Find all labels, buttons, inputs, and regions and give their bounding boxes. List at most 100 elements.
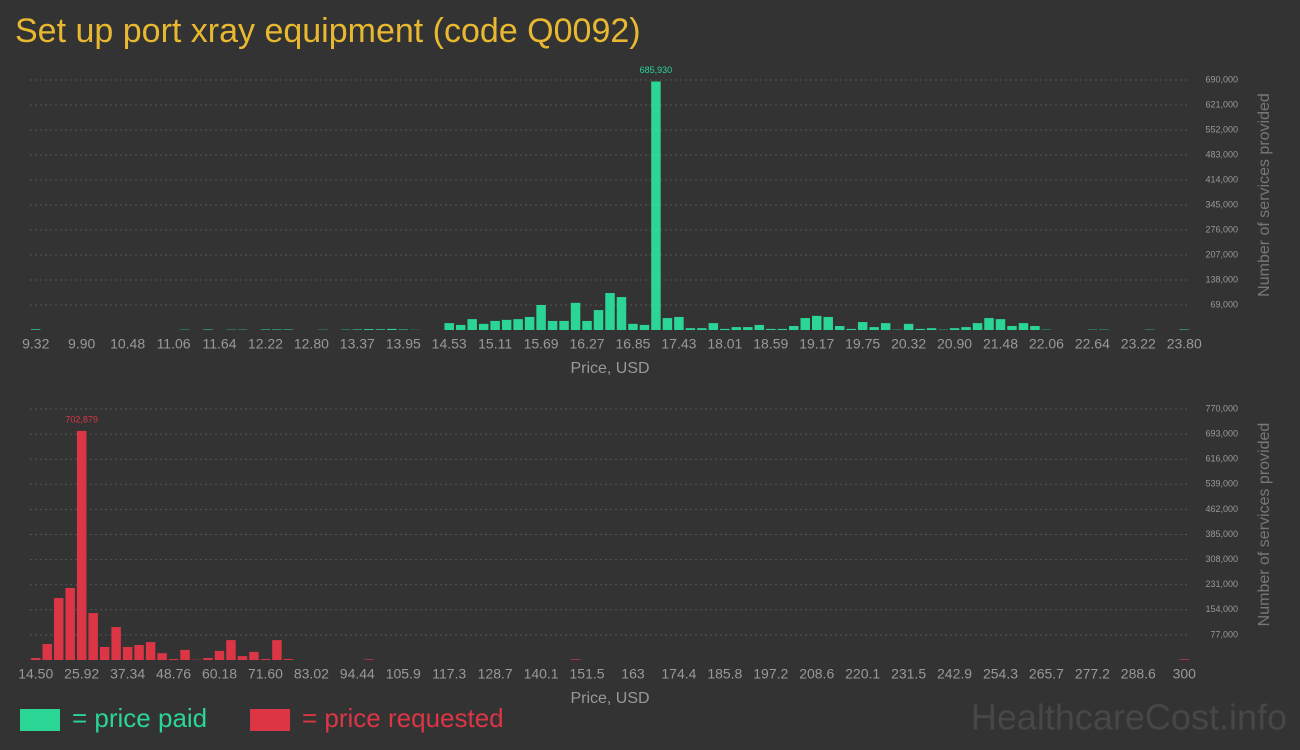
x-tick-label: 94.44 — [340, 666, 375, 682]
x-tick-label: 277.2 — [1075, 666, 1110, 682]
x-tick-label: 19.75 — [845, 336, 880, 352]
bar — [31, 658, 41, 660]
y-tick-label: 616,000 — [1205, 454, 1238, 464]
bar — [467, 319, 477, 330]
x-tick-label: 23.22 — [1121, 336, 1156, 352]
x-tick-label: 14.50 — [18, 666, 53, 682]
x-tick-label: 128.7 — [478, 666, 513, 682]
bar — [134, 645, 144, 660]
y-tick-label: 231,000 — [1205, 579, 1238, 589]
x-tick-label: 83.02 — [294, 666, 329, 682]
bar — [283, 329, 294, 330]
y-tick-label: 414,000 — [1205, 174, 1238, 184]
bar — [800, 318, 810, 330]
bar — [387, 328, 397, 330]
y-tick-label: 621,000 — [1205, 99, 1238, 109]
y-tick-label: 138,000 — [1205, 274, 1238, 284]
x-tick-label: 20.90 — [937, 336, 972, 352]
bar — [869, 327, 879, 330]
x-tick-label: 242.9 — [937, 666, 972, 682]
chart-title: Set up port xray equipment (code Q0092) — [15, 12, 641, 50]
x-tick-label: 174.4 — [661, 666, 696, 682]
bar — [857, 322, 868, 330]
y-tick-label: 345,000 — [1205, 199, 1238, 209]
x-tick-label: 17.43 — [661, 336, 696, 352]
bar — [743, 327, 753, 330]
bar — [616, 297, 627, 330]
bar — [789, 326, 799, 330]
bar — [685, 328, 696, 330]
legend-label: = price paid — [72, 703, 207, 733]
x-tick-label: 9.32 — [22, 336, 49, 352]
bar — [168, 659, 179, 660]
x-tick-label: 18.59 — [753, 336, 788, 352]
bar — [949, 328, 960, 330]
x-tick-label: 13.95 — [386, 336, 421, 352]
x-tick-label: 12.80 — [294, 336, 329, 352]
y-tick-label: 385,000 — [1205, 529, 1238, 539]
y-tick-label: 207,000 — [1205, 249, 1238, 259]
bar — [972, 323, 983, 330]
y-tick-label: 462,000 — [1205, 504, 1238, 514]
bar — [283, 659, 294, 660]
bar — [559, 320, 569, 330]
bar — [926, 328, 937, 330]
bar — [364, 659, 374, 660]
bar — [249, 651, 259, 660]
bar — [766, 328, 776, 330]
x-tick-label: 16.85 — [615, 336, 650, 352]
y-tick-label: 69,000 — [1210, 299, 1238, 309]
bar — [145, 642, 156, 660]
x-axis-title: Price, USD — [570, 360, 649, 377]
bar — [880, 323, 891, 330]
x-tick-label: 15.11 — [478, 336, 512, 352]
x-tick-label: 11.64 — [203, 336, 237, 352]
bar — [662, 318, 673, 330]
bar — [731, 327, 742, 330]
y-axis-title: Number of services provided — [1256, 93, 1273, 297]
bar — [111, 627, 121, 660]
x-tick-label: 288.6 — [1121, 666, 1156, 682]
x-tick-label: 9.90 — [68, 336, 95, 352]
bar — [846, 328, 856, 330]
bar — [214, 650, 225, 660]
bar — [570, 302, 581, 330]
bar — [455, 324, 466, 330]
bar — [639, 324, 650, 330]
bar — [1179, 329, 1189, 330]
x-tick-label: 254.3 — [983, 666, 1018, 682]
bar — [53, 598, 64, 660]
bar — [513, 319, 523, 330]
x-tick-label: 208.6 — [799, 666, 834, 682]
bar — [364, 329, 374, 330]
x-tick-label: 265.7 — [1029, 666, 1064, 682]
bar — [272, 640, 282, 660]
y-tick-label: 539,000 — [1205, 479, 1238, 489]
bar — [375, 329, 386, 330]
bar — [834, 326, 845, 330]
y-tick-label: 276,000 — [1205, 224, 1238, 234]
bar — [915, 328, 925, 330]
bar — [1018, 323, 1029, 330]
y-tick-label: 690,000 — [1205, 74, 1238, 84]
y-tick-label: 154,000 — [1205, 604, 1238, 614]
bar — [708, 323, 719, 330]
bar — [157, 653, 167, 660]
y-tick-label: 308,000 — [1205, 554, 1238, 564]
y-tick-label: 552,000 — [1205, 124, 1238, 134]
x-tick-label: 20.32 — [891, 336, 926, 352]
bar — [593, 310, 604, 330]
bar — [203, 658, 213, 660]
bar — [961, 327, 971, 330]
x-tick-label: 18.01 — [707, 336, 742, 352]
x-tick-label: 16.27 — [570, 336, 605, 352]
bar — [628, 323, 638, 330]
bar — [524, 316, 535, 330]
bar — [260, 329, 271, 330]
bar — [754, 324, 765, 330]
x-tick-label: 48.76 — [156, 666, 191, 682]
x-tick-label: 105.9 — [386, 666, 421, 682]
bar — [501, 319, 512, 330]
